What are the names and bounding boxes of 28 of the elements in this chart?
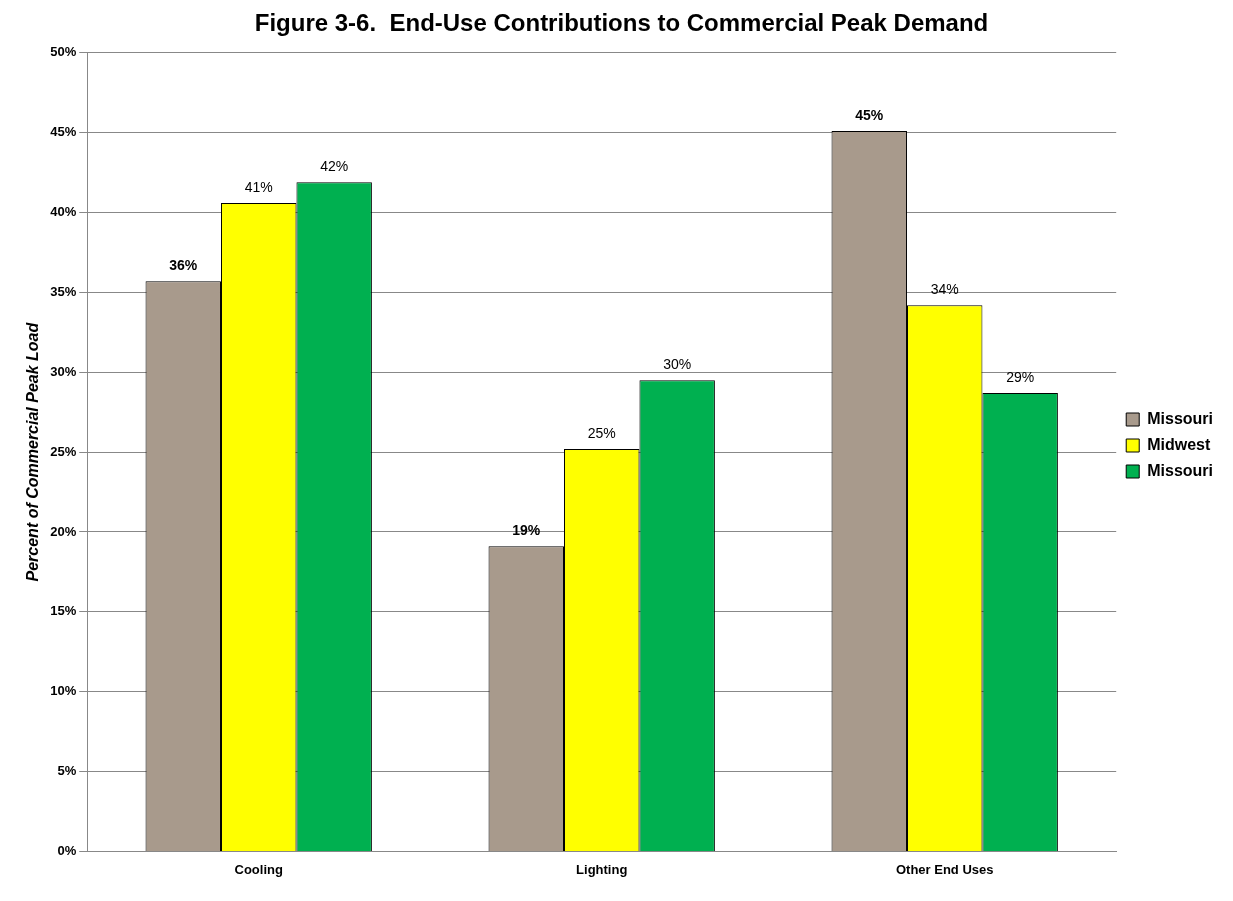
x-tick-label: Other End Uses [895, 861, 994, 877]
y-tick-label: 10% [50, 683, 77, 699]
legend-label: Midwest [1147, 435, 1211, 453]
x-tick-label: Lighting [576, 861, 628, 877]
legend-label: Missouri [1147, 461, 1214, 479]
chart-title: Figure 3-6. End-Use Contributions to Commercial Peak Demand [254, 9, 989, 37]
y-tick-label: 35% [50, 283, 77, 299]
data-label: 25% [587, 424, 616, 441]
data-label: 34% [930, 281, 959, 298]
y-tick-label: 30% [50, 363, 77, 379]
y-tick-label: 15% [50, 603, 77, 619]
y-tick-label: 50% [50, 44, 77, 60]
x-tick-label: Cooling [234, 861, 283, 877]
data-label: 36% [169, 257, 198, 274]
y-tick-label: 5% [57, 763, 77, 779]
y-tick-label: 0% [57, 842, 77, 858]
data-label: 42% [320, 158, 349, 175]
data-label: 30% [663, 356, 692, 373]
data-label: 29% [1006, 368, 1035, 385]
y-tick-label: 40% [50, 204, 77, 220]
data-label: 41% [244, 178, 273, 195]
y-axis-title: Percent of Commercial Peak Load [24, 321, 42, 582]
legend-label: Missouri [1147, 409, 1214, 427]
data-label: 45% [855, 106, 884, 123]
y-tick-label: 25% [50, 443, 77, 459]
y-tick-label: 45% [50, 124, 77, 140]
data-label: 19% [512, 522, 541, 539]
y-tick-label: 20% [50, 523, 77, 539]
